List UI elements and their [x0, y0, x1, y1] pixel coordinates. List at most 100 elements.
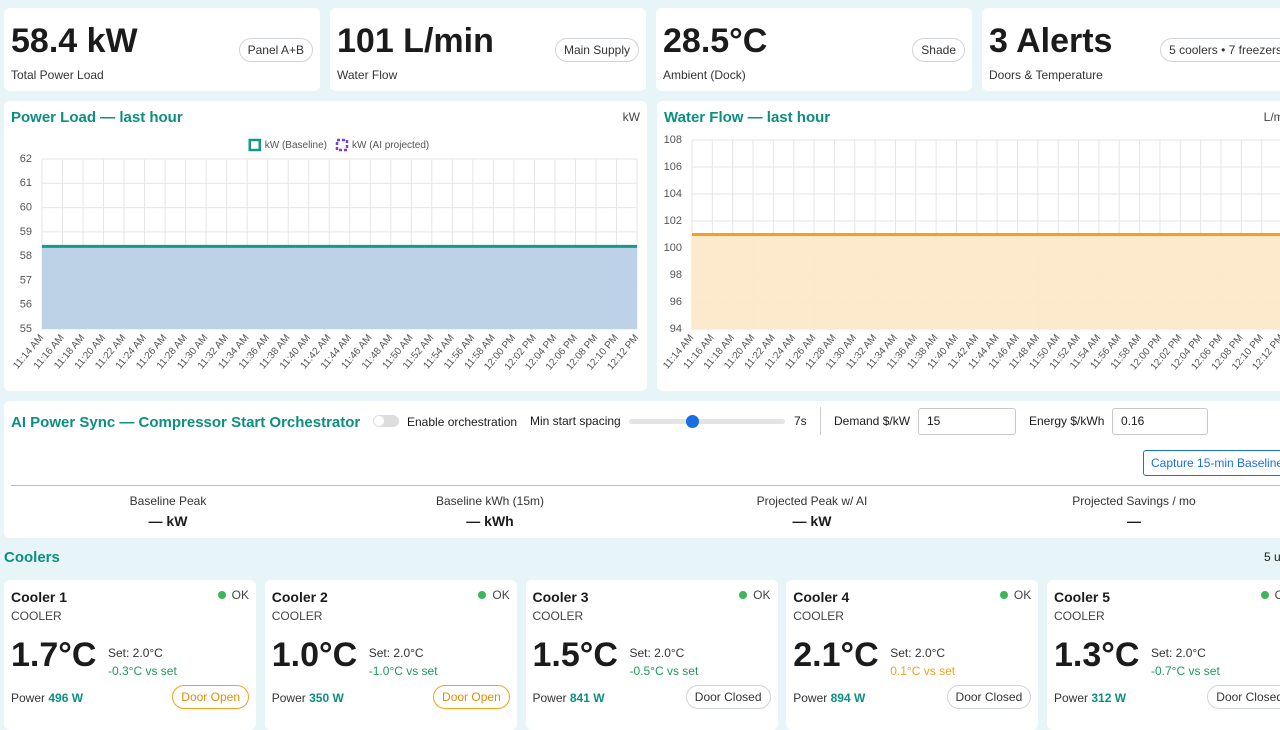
- cooler-status: OK: [1260, 588, 1280, 602]
- cooler-setpoint: Set: 2.0°C: [368, 646, 424, 660]
- power-label: Power: [532, 691, 567, 705]
- power-label: Power: [11, 691, 46, 705]
- cooler-temp: 1.7°C: [11, 636, 97, 674]
- cooler-type: COOLER: [793, 609, 844, 623]
- cooler-temp: 1.5°C: [532, 636, 618, 674]
- cooler-power: Power 350 W: [272, 691, 344, 705]
- y-tick-label: 57: [20, 274, 32, 286]
- door-badge: Door Closed: [1207, 685, 1280, 709]
- metric-value: —: [1127, 513, 1141, 529]
- slider[interactable]: [629, 415, 785, 428]
- energy-input[interactable]: 0.16: [1112, 408, 1208, 435]
- stat-card: 28.5°C Ambient (Dock) Shade: [656, 8, 972, 91]
- cooler-card: Cooler 1 COOLER OK 1.7°C Set: 2.0°C -0.3°C vs…: [4, 580, 256, 730]
- y-tick-label: 94: [670, 323, 682, 335]
- cooler-status: OK: [739, 588, 771, 602]
- cooler-card: Cooler 4 COOLER OK 2.1°C Set: 2.0°C 0.1°C vs …: [786, 580, 1039, 730]
- power-value: 841 W: [569, 691, 605, 705]
- stat-value: 28.5°C: [663, 22, 768, 60]
- power-value: 350 W: [309, 691, 344, 705]
- cooler-status: OK: [999, 588, 1031, 602]
- cooler-card: Cooler 2 COOLER OK 1.0°C Set: 2.0°C -1.0°C vs…: [264, 580, 517, 730]
- y-tick-label: 59: [20, 226, 32, 238]
- power-label: Power: [271, 691, 306, 705]
- y-tick-label: 55: [20, 323, 32, 335]
- metric-label: Projected Savings / mo: [1072, 494, 1196, 508]
- toggle[interactable]: [373, 415, 399, 427]
- demand-input[interactable]: 15: [918, 408, 1016, 435]
- status-dot: [217, 591, 226, 599]
- status-dot: [478, 591, 487, 599]
- stat-badge: 5 coolers • 7 freezers: [1160, 38, 1280, 62]
- power-label: Power: [1054, 691, 1089, 705]
- legend-swatch: [248, 138, 261, 152]
- y-tick-label: 61: [20, 177, 32, 189]
- cooler-setpoint: Set: 2.0°C: [890, 646, 946, 660]
- metric-label: Projected Peak w/ AI: [756, 494, 868, 508]
- status-dot: [999, 591, 1008, 599]
- area: [692, 234, 1280, 329]
- cooler-name: Cooler 5: [1054, 589, 1111, 605]
- y-tick-label: 56: [20, 299, 32, 311]
- stat-value: 3 Alerts: [989, 22, 1113, 60]
- cooler-name: Cooler 3: [532, 589, 589, 605]
- cooler-delta: -0.5°C vs set: [629, 664, 699, 678]
- cooler-status: OK: [478, 588, 510, 602]
- cooler-setpoint: Set: 2.0°C: [108, 646, 163, 660]
- y-tick-label: 96: [670, 296, 682, 308]
- stat-badge: Shade: [912, 38, 965, 62]
- stat-label: Total Power Load: [11, 68, 104, 82]
- spacing-value: 7s: [794, 414, 807, 428]
- legend-label: kW (AI projected): [352, 140, 429, 151]
- cooler-card: Cooler 5 COOLER OK 1.3°C Set: 2.0°C -0.7°C vs…: [1047, 580, 1280, 730]
- coolers-title: Coolers: [4, 549, 60, 566]
- cooler-name: Cooler 2: [271, 589, 328, 605]
- power-panel: Power Load — last hour kW 55 56 57 58 59 60 61 62…: [4, 101, 647, 391]
- y-tick-label: 62: [20, 153, 32, 165]
- capture-button[interactable]: Capture 15-min Baseline: [1143, 450, 1280, 476]
- cooler-setpoint: Set: 2.0°C: [629, 646, 685, 660]
- stat-label: Ambient (Dock): [663, 68, 746, 82]
- demand-label: Demand $/kW: [834, 414, 911, 428]
- status-text: OK: [753, 588, 771, 602]
- status-text: OK: [492, 588, 510, 602]
- orchestrator-panel: AI Power Sync — Compressor Start Orchest…: [4, 401, 1280, 538]
- stat-value: 58.4 kW: [11, 22, 138, 60]
- cooler-status: OK: [217, 588, 249, 602]
- status-text: OK: [231, 588, 249, 602]
- cooler-power: Power 312 W: [1054, 691, 1126, 705]
- power-value: 312 W: [1091, 691, 1127, 705]
- legend-label: kW (Baseline): [265, 140, 327, 151]
- y-tick-label: 58: [20, 250, 32, 262]
- stat-value: 101 L/min: [337, 22, 494, 60]
- cooler-type: COOLER: [1054, 609, 1105, 623]
- door-badge: Door Open: [433, 685, 510, 709]
- door-badge: Door Closed: [685, 685, 771, 709]
- stat-label: Doors & Temperature: [989, 68, 1103, 82]
- toggle-knob: [374, 416, 384, 426]
- status-text: OK: [1274, 588, 1280, 602]
- stat-card: 3 Alerts Doors & Temperature 5 coolers • 7…: [982, 8, 1280, 91]
- cooler-delta: -1.0°C vs set: [368, 664, 438, 678]
- metric-label: Baseline kWh (15m): [435, 494, 545, 508]
- y-tick-label: 100: [664, 242, 682, 254]
- cooler-delta: 0.1°C vs set: [890, 664, 956, 678]
- metric-value: — kW: [792, 513, 832, 529]
- cooler-setpoint: Set: 2.0°C: [1151, 646, 1206, 660]
- stat-label: Water Flow: [337, 68, 398, 82]
- area: [42, 246, 637, 329]
- stat-badge: Main Supply: [554, 38, 639, 62]
- slider-thumb[interactable]: [686, 415, 699, 428]
- cooler-type: COOLER: [271, 609, 323, 623]
- cooler-power: Power 496 W: [11, 691, 83, 705]
- spacing-label: Min start spacing: [530, 414, 621, 428]
- door-badge: Door Closed: [946, 685, 1032, 709]
- status-dot: [1260, 591, 1269, 599]
- stat-badge: Panel A+B: [238, 38, 313, 62]
- coolers-count: 5 units: [1264, 550, 1280, 564]
- orchestrator-title: AI Power Sync — Compressor Start Orchest…: [11, 414, 361, 431]
- power-chart: Power Load — last hour kW 55 56 57 58 59 60 61 62…: [11, 109, 641, 372]
- cooler-name: Cooler 4: [793, 589, 850, 605]
- unit-label: kW: [623, 110, 641, 124]
- water-panel: Water Flow — last hour L/min 94 96 98 100 102 1…: [657, 101, 1280, 391]
